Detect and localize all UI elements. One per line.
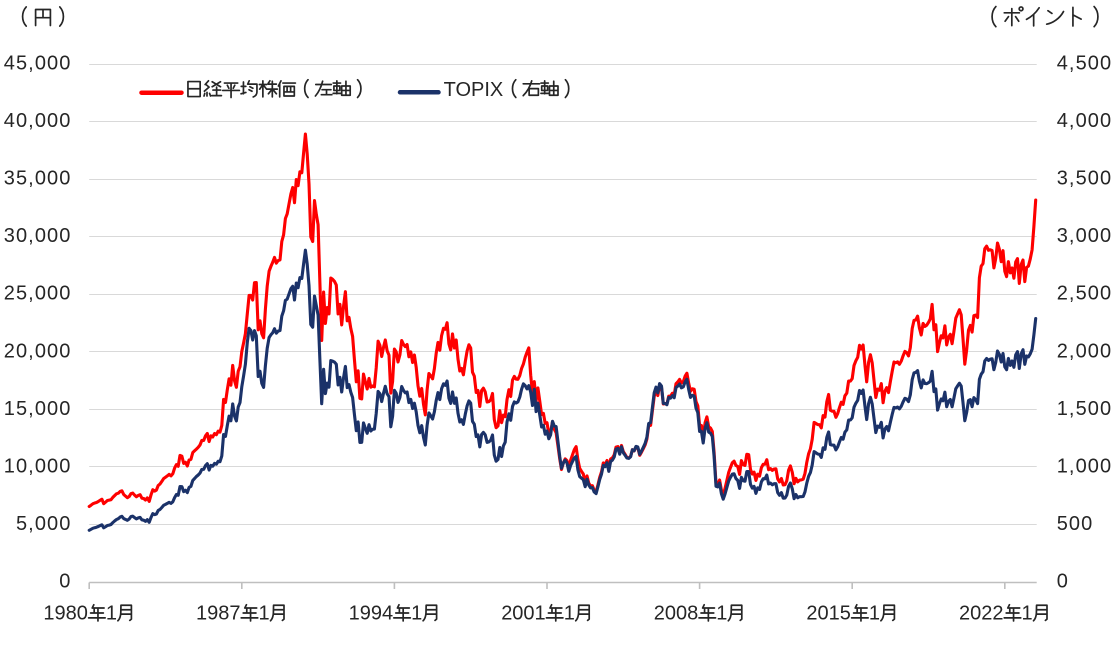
svg-text:500: 500 xyxy=(1057,513,1094,535)
svg-text:TOPIX: TOPIX xyxy=(444,79,504,101)
svg-text:2001: 2001 xyxy=(501,603,546,625)
svg-text:3,500: 3,500 xyxy=(1057,168,1113,190)
svg-text:3,000: 3,000 xyxy=(1057,225,1113,247)
svg-text:0: 0 xyxy=(1057,571,1069,593)
svg-text:15,000: 15,000 xyxy=(4,398,72,420)
svg-text:5,000: 5,000 xyxy=(16,513,72,535)
svg-text:25,000: 25,000 xyxy=(4,283,72,305)
svg-text:4,500: 4,500 xyxy=(1057,53,1113,75)
svg-text:1: 1 xyxy=(106,603,117,625)
svg-text:2015: 2015 xyxy=(806,603,851,625)
svg-text:2,000: 2,000 xyxy=(1057,340,1113,362)
svg-text:1: 1 xyxy=(1022,603,1033,625)
svg-text:1994: 1994 xyxy=(349,603,394,625)
svg-text:1: 1 xyxy=(716,603,727,625)
svg-text:1980: 1980 xyxy=(43,603,88,625)
svg-text:30,000: 30,000 xyxy=(4,225,72,247)
svg-text:1: 1 xyxy=(411,603,422,625)
svg-text:1987: 1987 xyxy=(196,603,241,625)
svg-text:35,000: 35,000 xyxy=(4,168,72,190)
svg-text:20,000: 20,000 xyxy=(4,340,72,362)
svg-text:4,000: 4,000 xyxy=(1057,110,1113,132)
svg-text:1: 1 xyxy=(869,603,880,625)
svg-text:2,500: 2,500 xyxy=(1057,283,1113,305)
svg-text:40,000: 40,000 xyxy=(4,110,72,132)
svg-text:1: 1 xyxy=(259,603,270,625)
svg-text:0: 0 xyxy=(59,571,71,593)
svg-text:10,000: 10,000 xyxy=(4,455,72,477)
svg-text:2022: 2022 xyxy=(959,603,1004,625)
svg-text:1: 1 xyxy=(564,603,575,625)
svg-text:2008: 2008 xyxy=(654,603,699,625)
svg-text:1,000: 1,000 xyxy=(1057,455,1113,477)
svg-text:45,000: 45,000 xyxy=(4,53,72,75)
svg-text:1,500: 1,500 xyxy=(1057,398,1113,420)
